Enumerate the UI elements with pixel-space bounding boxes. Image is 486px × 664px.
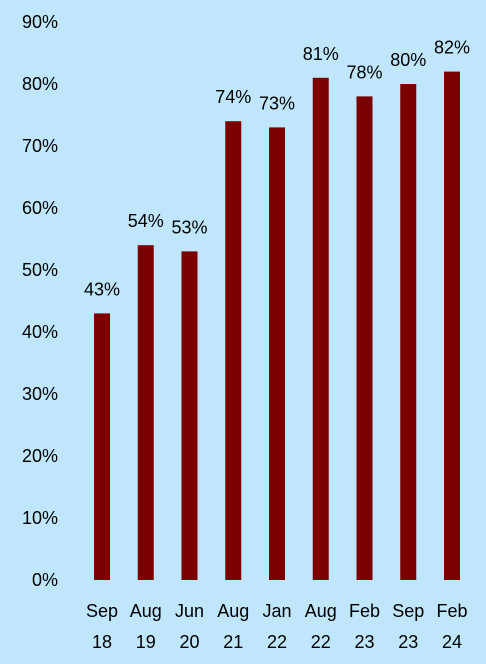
x-tick-label-month: Feb	[436, 601, 467, 621]
bar	[269, 127, 285, 581]
x-tick-label-month: Sep	[86, 601, 118, 621]
data-label: 78%	[346, 62, 382, 82]
bar	[94, 313, 110, 580]
data-label: 54%	[128, 211, 164, 231]
x-tick-label-month: Aug	[217, 601, 249, 621]
x-tick-label-month: Aug	[130, 601, 162, 621]
x-tick-label-year: 18	[92, 632, 112, 652]
y-tick-label: 60%	[22, 198, 58, 218]
x-tick-label-month: Aug	[305, 601, 337, 621]
y-tick-label: 70%	[22, 136, 58, 156]
y-tick-label: 90%	[22, 12, 58, 32]
x-tick-label-year: 24	[442, 632, 462, 652]
data-label: 73%	[259, 93, 295, 113]
data-label: 74%	[215, 87, 251, 107]
bar	[444, 71, 460, 580]
x-tick-label-month: Jun	[175, 601, 204, 621]
bar	[356, 96, 373, 581]
bar	[225, 121, 242, 580]
y-tick-label: 20%	[22, 446, 58, 466]
y-tick-label: 50%	[22, 260, 58, 280]
x-tick-label-year: 23	[398, 632, 418, 652]
x-tick-label-year: 20	[179, 632, 199, 652]
bar	[181, 251, 198, 580]
bar	[400, 84, 417, 580]
y-tick-label: 30%	[22, 384, 58, 404]
x-tick-label-month: Sep	[392, 601, 424, 621]
x-tick-label-year: 22	[311, 632, 331, 652]
y-tick-label: 0%	[32, 570, 58, 590]
y-tick-label: 10%	[22, 508, 58, 528]
x-tick-label-month: Jan	[262, 601, 291, 621]
x-tick-label-year: 19	[136, 632, 156, 652]
bar	[137, 245, 154, 580]
data-label: 43%	[84, 279, 120, 299]
y-tick-label: 40%	[22, 322, 58, 342]
bar	[312, 77, 329, 581]
data-label: 53%	[171, 217, 207, 237]
x-tick-label-year: 22	[267, 632, 287, 652]
data-label: 81%	[303, 44, 339, 64]
y-tick-label: 80%	[22, 74, 58, 94]
x-tick-label-month: Feb	[349, 601, 380, 621]
data-label: 80%	[390, 50, 426, 70]
x-tick-label-year: 21	[223, 632, 243, 652]
data-label: 82%	[434, 38, 470, 58]
x-tick-label-year: 23	[354, 632, 374, 652]
